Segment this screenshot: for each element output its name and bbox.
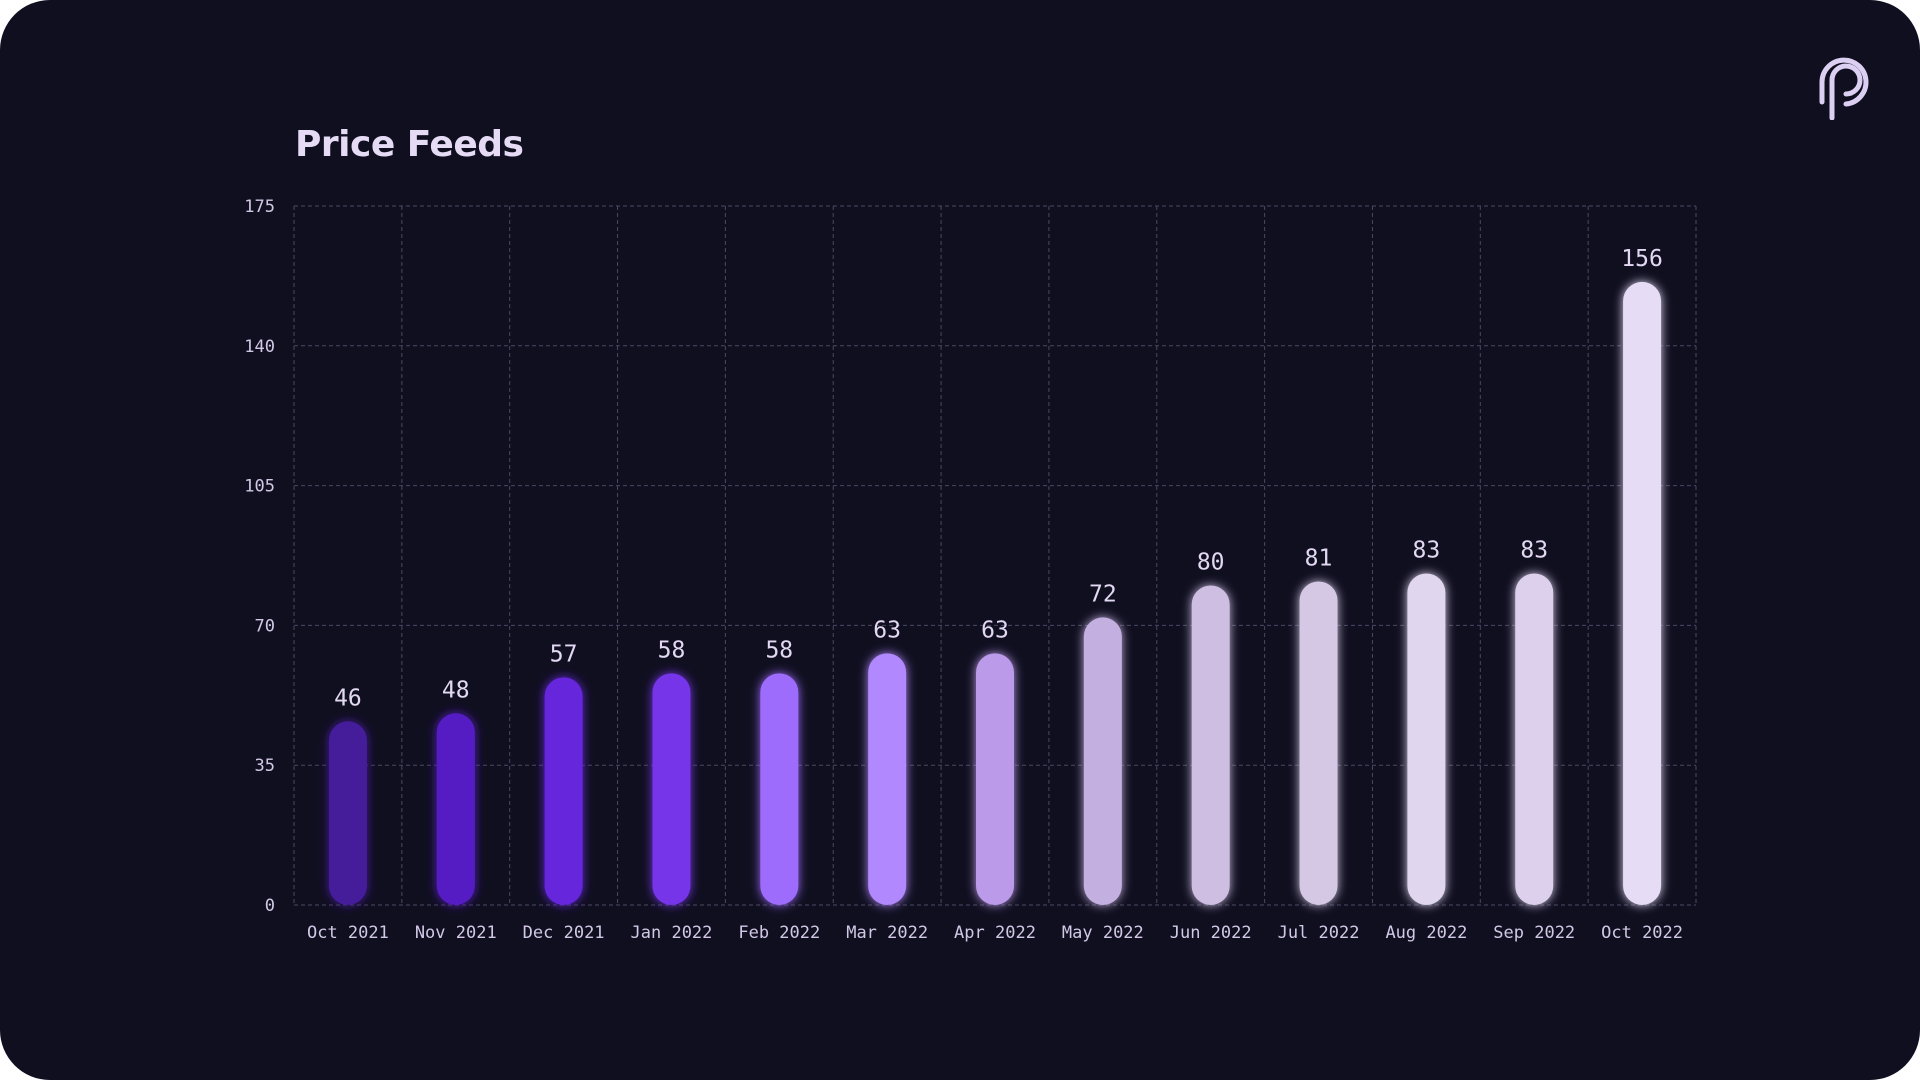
bar-value-label: 80 [1197, 549, 1225, 575]
bar [976, 653, 1014, 905]
bar [1299, 581, 1338, 905]
y-tick-label: 175 [244, 197, 275, 217]
x-tick-label: Jun 2022 [1170, 923, 1252, 943]
bar [1407, 573, 1446, 905]
bar [1083, 617, 1122, 905]
pyth-logo-icon [1819, 57, 1869, 120]
x-tick-label: Oct 2022 [1601, 923, 1683, 943]
x-axis: Oct 2021 Nov 2021 Dec 2021 Jan 2022 Feb 2022… [307, 923, 1683, 943]
bar-value-label: 63 [981, 617, 1009, 643]
bar-value-label: 46 [334, 685, 362, 711]
bar-value-label: 48 [442, 677, 470, 703]
bar-value-label: 63 [873, 617, 901, 643]
y-tick-label: 35 [255, 756, 275, 776]
bar [868, 653, 907, 905]
y-tick-label: 105 [244, 477, 275, 497]
bar-value-label: 57 [550, 641, 578, 667]
bar [760, 673, 799, 905]
x-tick-label: Jul 2022 [1278, 923, 1360, 943]
x-tick-label: Jan 2022 [631, 923, 713, 943]
bar-value-label: 58 [765, 637, 793, 663]
bar-value-label: 156 [1621, 246, 1663, 272]
bar [436, 713, 475, 905]
bar [652, 673, 691, 905]
bar-value-label: 83 [1520, 537, 1548, 563]
x-tick-label: Apr 2022 [954, 923, 1036, 943]
bar [1191, 585, 1230, 905]
chart-title: Price Feeds [295, 124, 524, 165]
bar-value-label: 83 [1413, 537, 1441, 563]
bars [328, 281, 1662, 905]
y-tick-label: 140 [244, 337, 275, 357]
bar [1515, 573, 1554, 905]
x-tick-label: Mar 2022 [846, 923, 928, 943]
y-tick-label: 70 [255, 616, 275, 636]
bar [544, 677, 583, 905]
value-labels: 46 48 57 58 58 63 63 72 80 81 83 83 156 [334, 246, 1663, 711]
y-axis: 0 35 70 105 140 175 [244, 197, 275, 916]
x-tick-label: Nov 2021 [415, 923, 497, 943]
y-tick-label: 0 [265, 896, 275, 916]
bar [1623, 281, 1662, 905]
x-tick-label: Sep 2022 [1493, 923, 1575, 943]
x-tick-label: May 2022 [1062, 923, 1144, 943]
x-tick-label: Aug 2022 [1385, 923, 1467, 943]
bar-value-label: 72 [1089, 581, 1117, 607]
x-tick-label: Oct 2021 [307, 923, 389, 943]
bar-value-label: 81 [1305, 545, 1333, 571]
bar [328, 721, 367, 905]
bar-value-label: 58 [658, 637, 686, 663]
x-tick-label: Feb 2022 [738, 923, 820, 943]
x-tick-label: Dec 2021 [523, 923, 605, 943]
